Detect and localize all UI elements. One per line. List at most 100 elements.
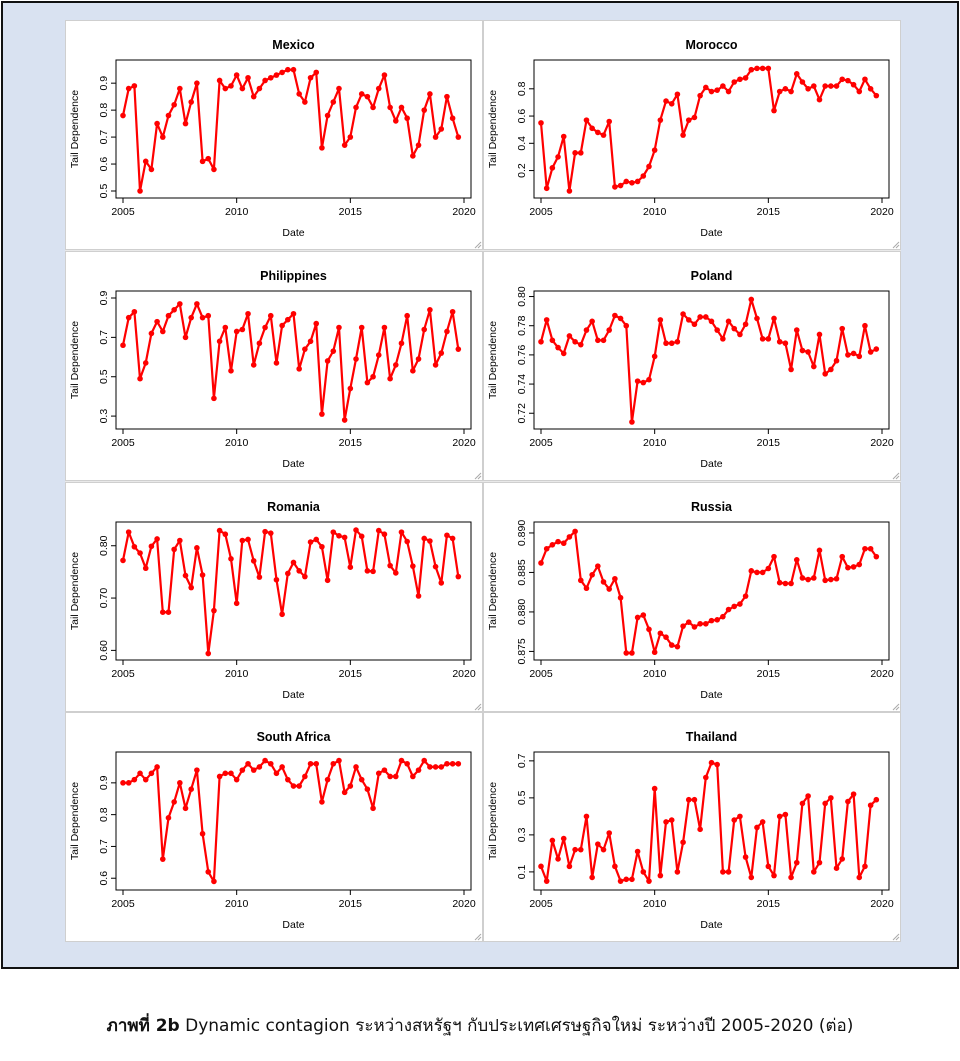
- plot-frame: [533, 290, 890, 430]
- data-point: [850, 350, 857, 357]
- data-point: [822, 577, 828, 584]
- data-point: [290, 66, 297, 73]
- data-point: [583, 813, 590, 820]
- data-point: [125, 314, 132, 321]
- y-tick-label: 0.5: [98, 184, 110, 199]
- data-point: [159, 856, 166, 862]
- data-point: [555, 344, 561, 351]
- data-point: [228, 368, 234, 374]
- data-point: [668, 100, 675, 107]
- data-point: [805, 86, 811, 92]
- data-point: [680, 839, 686, 846]
- data-point: [148, 770, 155, 777]
- data-point: [725, 606, 732, 613]
- resize-grip-icon: [892, 241, 900, 249]
- x-tick-label: 2010: [225, 898, 249, 910]
- data-point: [623, 322, 630, 329]
- data-point: [444, 328, 450, 335]
- figure-frame: Mexico 2005 2010 2015 2020 0.5 0.6 0.7 0.8 0.9 Dat…: [1, 1, 959, 969]
- data-point: [873, 553, 880, 560]
- data-point: [691, 796, 698, 803]
- data-point: [421, 757, 428, 764]
- data-point: [370, 373, 376, 380]
- x-axis-label: Date: [700, 458, 722, 470]
- data-point: [438, 580, 445, 586]
- data-point: [703, 84, 709, 91]
- data-point: [742, 321, 749, 328]
- data-point: [572, 846, 578, 853]
- data-point: [725, 318, 732, 325]
- data-point: [856, 874, 863, 881]
- data-point: [589, 318, 595, 325]
- data-point: [685, 317, 692, 323]
- data-point: [862, 322, 868, 329]
- data-point: [302, 346, 308, 352]
- data-point: [606, 586, 612, 592]
- data-point: [256, 764, 263, 770]
- data-point: [708, 617, 715, 624]
- data-point: [330, 529, 337, 535]
- data-point: [194, 767, 200, 773]
- data-point: [612, 863, 618, 870]
- data-point: [438, 764, 445, 770]
- chart-svg: South Africa 2005 2010 2015 2020 0.6 0.7 0.8 0.9…: [69, 730, 482, 941]
- data-point: [137, 770, 143, 777]
- data-point: [651, 147, 658, 153]
- data-point: [538, 560, 544, 566]
- resize-grip-icon: [892, 472, 900, 480]
- data-point: [199, 158, 206, 165]
- data-point: [572, 528, 578, 535]
- data-point: [216, 338, 223, 345]
- data-point: [737, 813, 743, 820]
- data-point: [131, 308, 138, 315]
- data-point: [657, 117, 664, 123]
- chart-svg: Philippines 2005 2010 2015 2020 0.3 0.5 0.7 0.9 D…: [69, 269, 482, 480]
- data-point: [364, 786, 371, 793]
- y-tick-label: 0.4: [516, 136, 528, 151]
- data-point: [833, 575, 840, 582]
- data-point: [714, 617, 720, 623]
- x-tick-label: 2020: [870, 437, 894, 449]
- data-point: [651, 785, 658, 792]
- data-point: [697, 92, 703, 99]
- data-point: [657, 630, 664, 637]
- data-point: [432, 563, 439, 570]
- data-point: [216, 773, 223, 780]
- data-point: [421, 535, 428, 542]
- data-point: [589, 125, 595, 132]
- data-point: [165, 815, 172, 821]
- x-tick-label: 2015: [757, 668, 781, 680]
- data-point: [177, 780, 183, 786]
- data-point: [543, 317, 550, 323]
- data-point: [142, 360, 149, 366]
- data-point: [393, 570, 399, 576]
- data-point: [216, 77, 223, 84]
- y-tick-label: 0.8: [98, 807, 110, 822]
- data-point: [319, 543, 325, 550]
- data-point: [410, 368, 416, 374]
- series-line: [123, 759, 459, 883]
- data-point: [137, 550, 143, 556]
- series-line: [121, 68, 460, 193]
- series-line: [539, 761, 878, 883]
- y-axis-label: Tail Dependence: [69, 321, 81, 399]
- data-point: [404, 312, 410, 319]
- data-point: [731, 817, 738, 823]
- data-point: [714, 327, 720, 333]
- data-point: [364, 379, 371, 386]
- data-point: [788, 580, 794, 587]
- data-point: [583, 327, 590, 333]
- data-point: [370, 568, 376, 575]
- data-point: [358, 533, 365, 540]
- data-point: [239, 767, 246, 773]
- data-point: [432, 362, 439, 368]
- data-point: [771, 553, 777, 560]
- y-axis-label: Tail Dependence: [487, 552, 499, 630]
- data-point: [685, 117, 692, 123]
- data-point: [720, 613, 726, 620]
- data-point: [759, 336, 766, 342]
- data-point: [555, 154, 561, 160]
- chart-title: South Africa: [257, 730, 332, 744]
- data-point: [680, 623, 686, 629]
- y-tick-label: 0.1: [516, 864, 528, 879]
